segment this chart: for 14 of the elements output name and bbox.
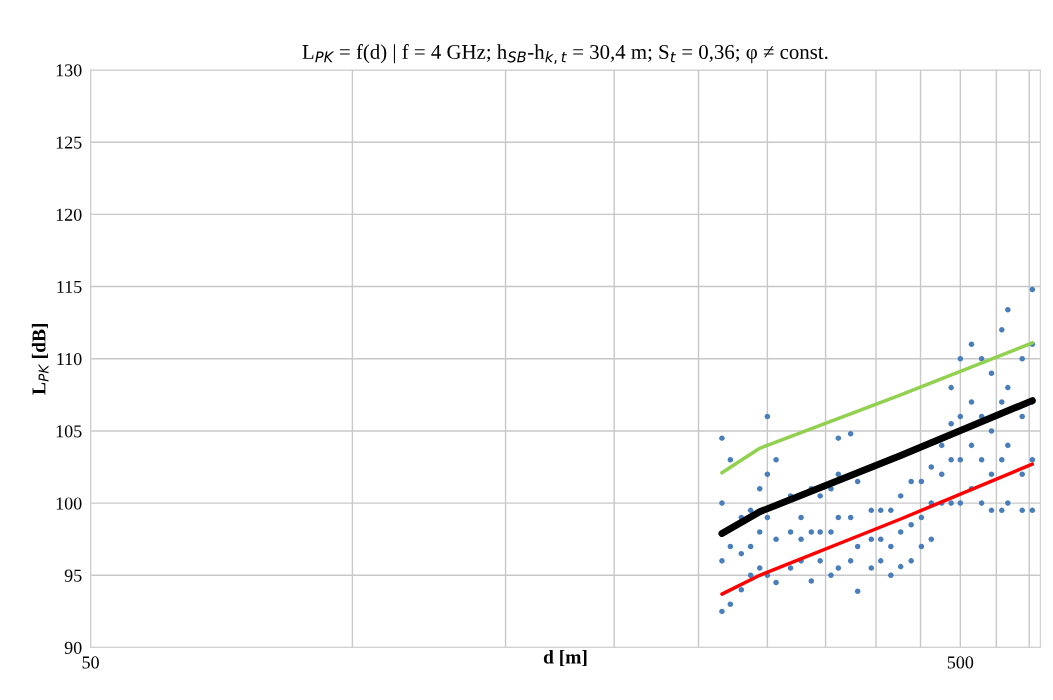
y-tick-label: 115 (57, 280, 82, 293)
chart-title: L$_{PK}$ = f(d) | f = 4 GHz; h$_{SB}$-h$_{k,t}$ = 30,4 m; S$_{t}$ = 0,36; φ ≠ const. (302, 44, 828, 64)
y-tick-label: 120 (56, 208, 82, 221)
y-tick-label: 95 (64, 569, 82, 582)
y-tick-label: 105 (56, 425, 82, 438)
x-tick-label: 500 (947, 656, 974, 669)
y-tick-label: 130 (56, 64, 82, 77)
y-tick-label: 90 (64, 641, 82, 654)
y-tick-label: 100 (56, 497, 82, 510)
x-axis-title: d [m] (543, 649, 587, 667)
y-axis-title: L$_{PK}$ [dB] (31, 324, 49, 395)
y-tick-label: 125 (56, 136, 82, 149)
y-tick-label: 110 (57, 353, 82, 366)
x-tick-label: 50 (82, 656, 99, 669)
